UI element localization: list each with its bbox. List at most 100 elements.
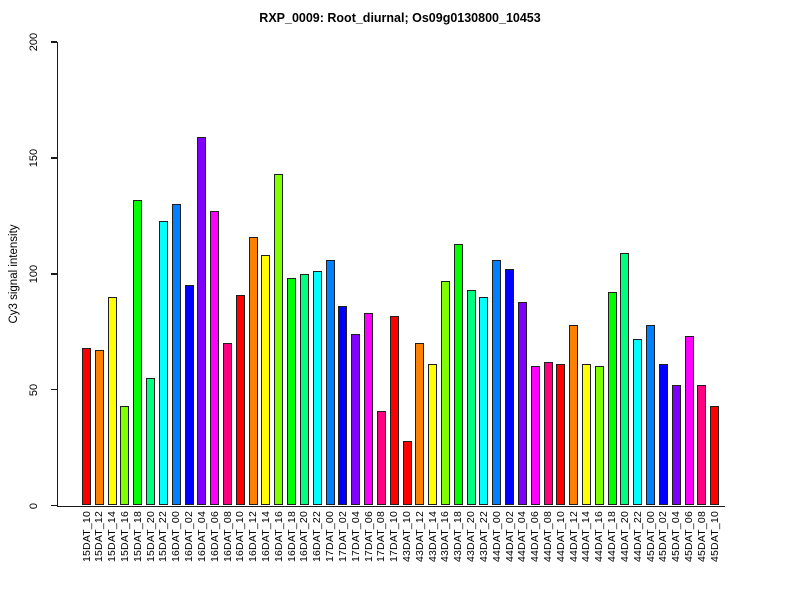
x-tick-label: 45DAT_02 bbox=[657, 511, 670, 563]
x-tick-label: 16DAT_12 bbox=[247, 511, 260, 563]
y-tick-label: 150 bbox=[28, 148, 40, 168]
x-tick-label: 44DAT_08 bbox=[542, 511, 555, 563]
x-tick-label: 15DAT_18 bbox=[131, 511, 144, 563]
bar bbox=[440, 280, 450, 506]
bar bbox=[120, 405, 130, 506]
bar bbox=[505, 269, 515, 506]
bar bbox=[646, 324, 656, 506]
x-tick-label: 44DAT_12 bbox=[567, 511, 580, 563]
bar bbox=[235, 294, 245, 506]
x-tick-label: 17DAT_00 bbox=[324, 511, 337, 563]
x-tick-label: 44DAT_14 bbox=[580, 511, 593, 563]
bar bbox=[581, 364, 591, 506]
x-tick-label: 44DAT_18 bbox=[606, 511, 619, 563]
bar bbox=[376, 410, 386, 506]
x-tick-label: 16DAT_18 bbox=[285, 511, 298, 563]
x-tick-label: 44DAT_02 bbox=[503, 511, 516, 563]
bar bbox=[633, 338, 643, 506]
bar bbox=[389, 315, 399, 506]
bar bbox=[428, 364, 438, 506]
x-tick-label: 16DAT_16 bbox=[272, 511, 285, 563]
y-tick-label: 200 bbox=[28, 32, 40, 52]
x-tick-label: 44DAT_16 bbox=[593, 511, 606, 563]
y-tick-label: 100 bbox=[28, 264, 40, 283]
x-tick-label: 15DAT_12 bbox=[93, 511, 106, 563]
x-tick-label: 15DAT_20 bbox=[144, 511, 157, 563]
x-tick-label: 43DAT_20 bbox=[465, 511, 478, 563]
x-tick-label: 16DAT_04 bbox=[195, 511, 208, 563]
x-tick-label: 17DAT_02 bbox=[336, 511, 349, 563]
y-tick-mark bbox=[50, 273, 57, 275]
bar bbox=[569, 324, 579, 506]
x-tick-label: 17DAT_08 bbox=[375, 511, 388, 563]
x-tick-label: 45DAT_10 bbox=[708, 511, 721, 563]
y-tick-mark bbox=[50, 388, 57, 391]
x-tick-label: 16DAT_06 bbox=[208, 511, 221, 563]
bar bbox=[710, 405, 720, 506]
x-tick-label: 43DAT_22 bbox=[477, 511, 490, 563]
bar bbox=[684, 336, 694, 506]
x-tick-label: 16DAT_00 bbox=[170, 511, 183, 563]
bar bbox=[248, 236, 258, 506]
x-tick-label: 17DAT_10 bbox=[388, 511, 401, 563]
bar bbox=[594, 366, 604, 506]
bar bbox=[556, 364, 566, 506]
x-tick-label: 15DAT_14 bbox=[106, 511, 119, 563]
bar bbox=[107, 296, 117, 506]
x-tick-label: 15DAT_16 bbox=[118, 511, 131, 563]
x-tick-label: 16DAT_08 bbox=[221, 511, 234, 563]
y-tick-mark bbox=[50, 157, 57, 159]
x-tick-label: 43DAT_16 bbox=[439, 511, 452, 563]
bar bbox=[671, 385, 681, 506]
x-tick-label: 16DAT_10 bbox=[234, 511, 247, 563]
x-tick-label: 45DAT_04 bbox=[670, 511, 683, 563]
bar bbox=[620, 252, 630, 506]
bar bbox=[415, 343, 425, 506]
bar bbox=[543, 361, 553, 506]
bar bbox=[94, 350, 104, 506]
bar bbox=[299, 273, 309, 506]
x-tick-label: 44DAT_04 bbox=[516, 511, 529, 563]
x-tick-label: 15DAT_10 bbox=[80, 511, 93, 563]
x-axis-line bbox=[56, 505, 726, 507]
bar bbox=[197, 137, 207, 506]
x-tick-label: 17DAT_04 bbox=[349, 511, 362, 563]
x-tick-label: 45DAT_08 bbox=[695, 511, 708, 563]
y-axis-line bbox=[56, 42, 58, 507]
x-tick-label: 43DAT_12 bbox=[413, 511, 426, 563]
x-tick-label: 15DAT_22 bbox=[157, 511, 170, 563]
y-axis-title: Cy3 signal intensity bbox=[8, 224, 20, 324]
bar bbox=[184, 285, 194, 506]
bar bbox=[492, 259, 502, 506]
bar bbox=[658, 364, 668, 506]
x-tick-label: 45DAT_06 bbox=[683, 511, 696, 563]
x-tick-label: 44DAT_00 bbox=[490, 511, 503, 563]
bar bbox=[325, 259, 335, 506]
x-tick-label: 16DAT_22 bbox=[311, 511, 324, 563]
chart-title: RXP_0009: Root_diurnal; Os09g0130800_104… bbox=[259, 11, 541, 25]
y-tick-mark bbox=[50, 41, 57, 43]
bar bbox=[517, 301, 527, 506]
y-tick-label: 0 bbox=[28, 502, 40, 509]
x-tick-label: 43DAT_18 bbox=[452, 511, 465, 563]
bar bbox=[453, 243, 463, 506]
x-tick-label: 44DAT_10 bbox=[554, 511, 567, 563]
bar bbox=[158, 220, 168, 506]
x-tick-label: 45DAT_00 bbox=[644, 511, 657, 563]
bar bbox=[530, 366, 540, 506]
bar bbox=[607, 292, 617, 506]
bar bbox=[146, 378, 156, 506]
bar bbox=[223, 343, 233, 506]
x-tick-label: 16DAT_20 bbox=[298, 511, 311, 563]
bar bbox=[133, 199, 143, 506]
x-tick-label: 44DAT_22 bbox=[631, 511, 644, 563]
x-tick-label: 44DAT_20 bbox=[618, 511, 631, 563]
y-tick-mark bbox=[50, 504, 57, 507]
x-tick-label: 16DAT_14 bbox=[259, 511, 272, 563]
bar bbox=[171, 204, 181, 506]
bar bbox=[351, 334, 361, 506]
x-tick-label: 44DAT_06 bbox=[529, 511, 542, 563]
bar bbox=[402, 440, 412, 506]
y-tick-label: 50 bbox=[28, 383, 40, 396]
